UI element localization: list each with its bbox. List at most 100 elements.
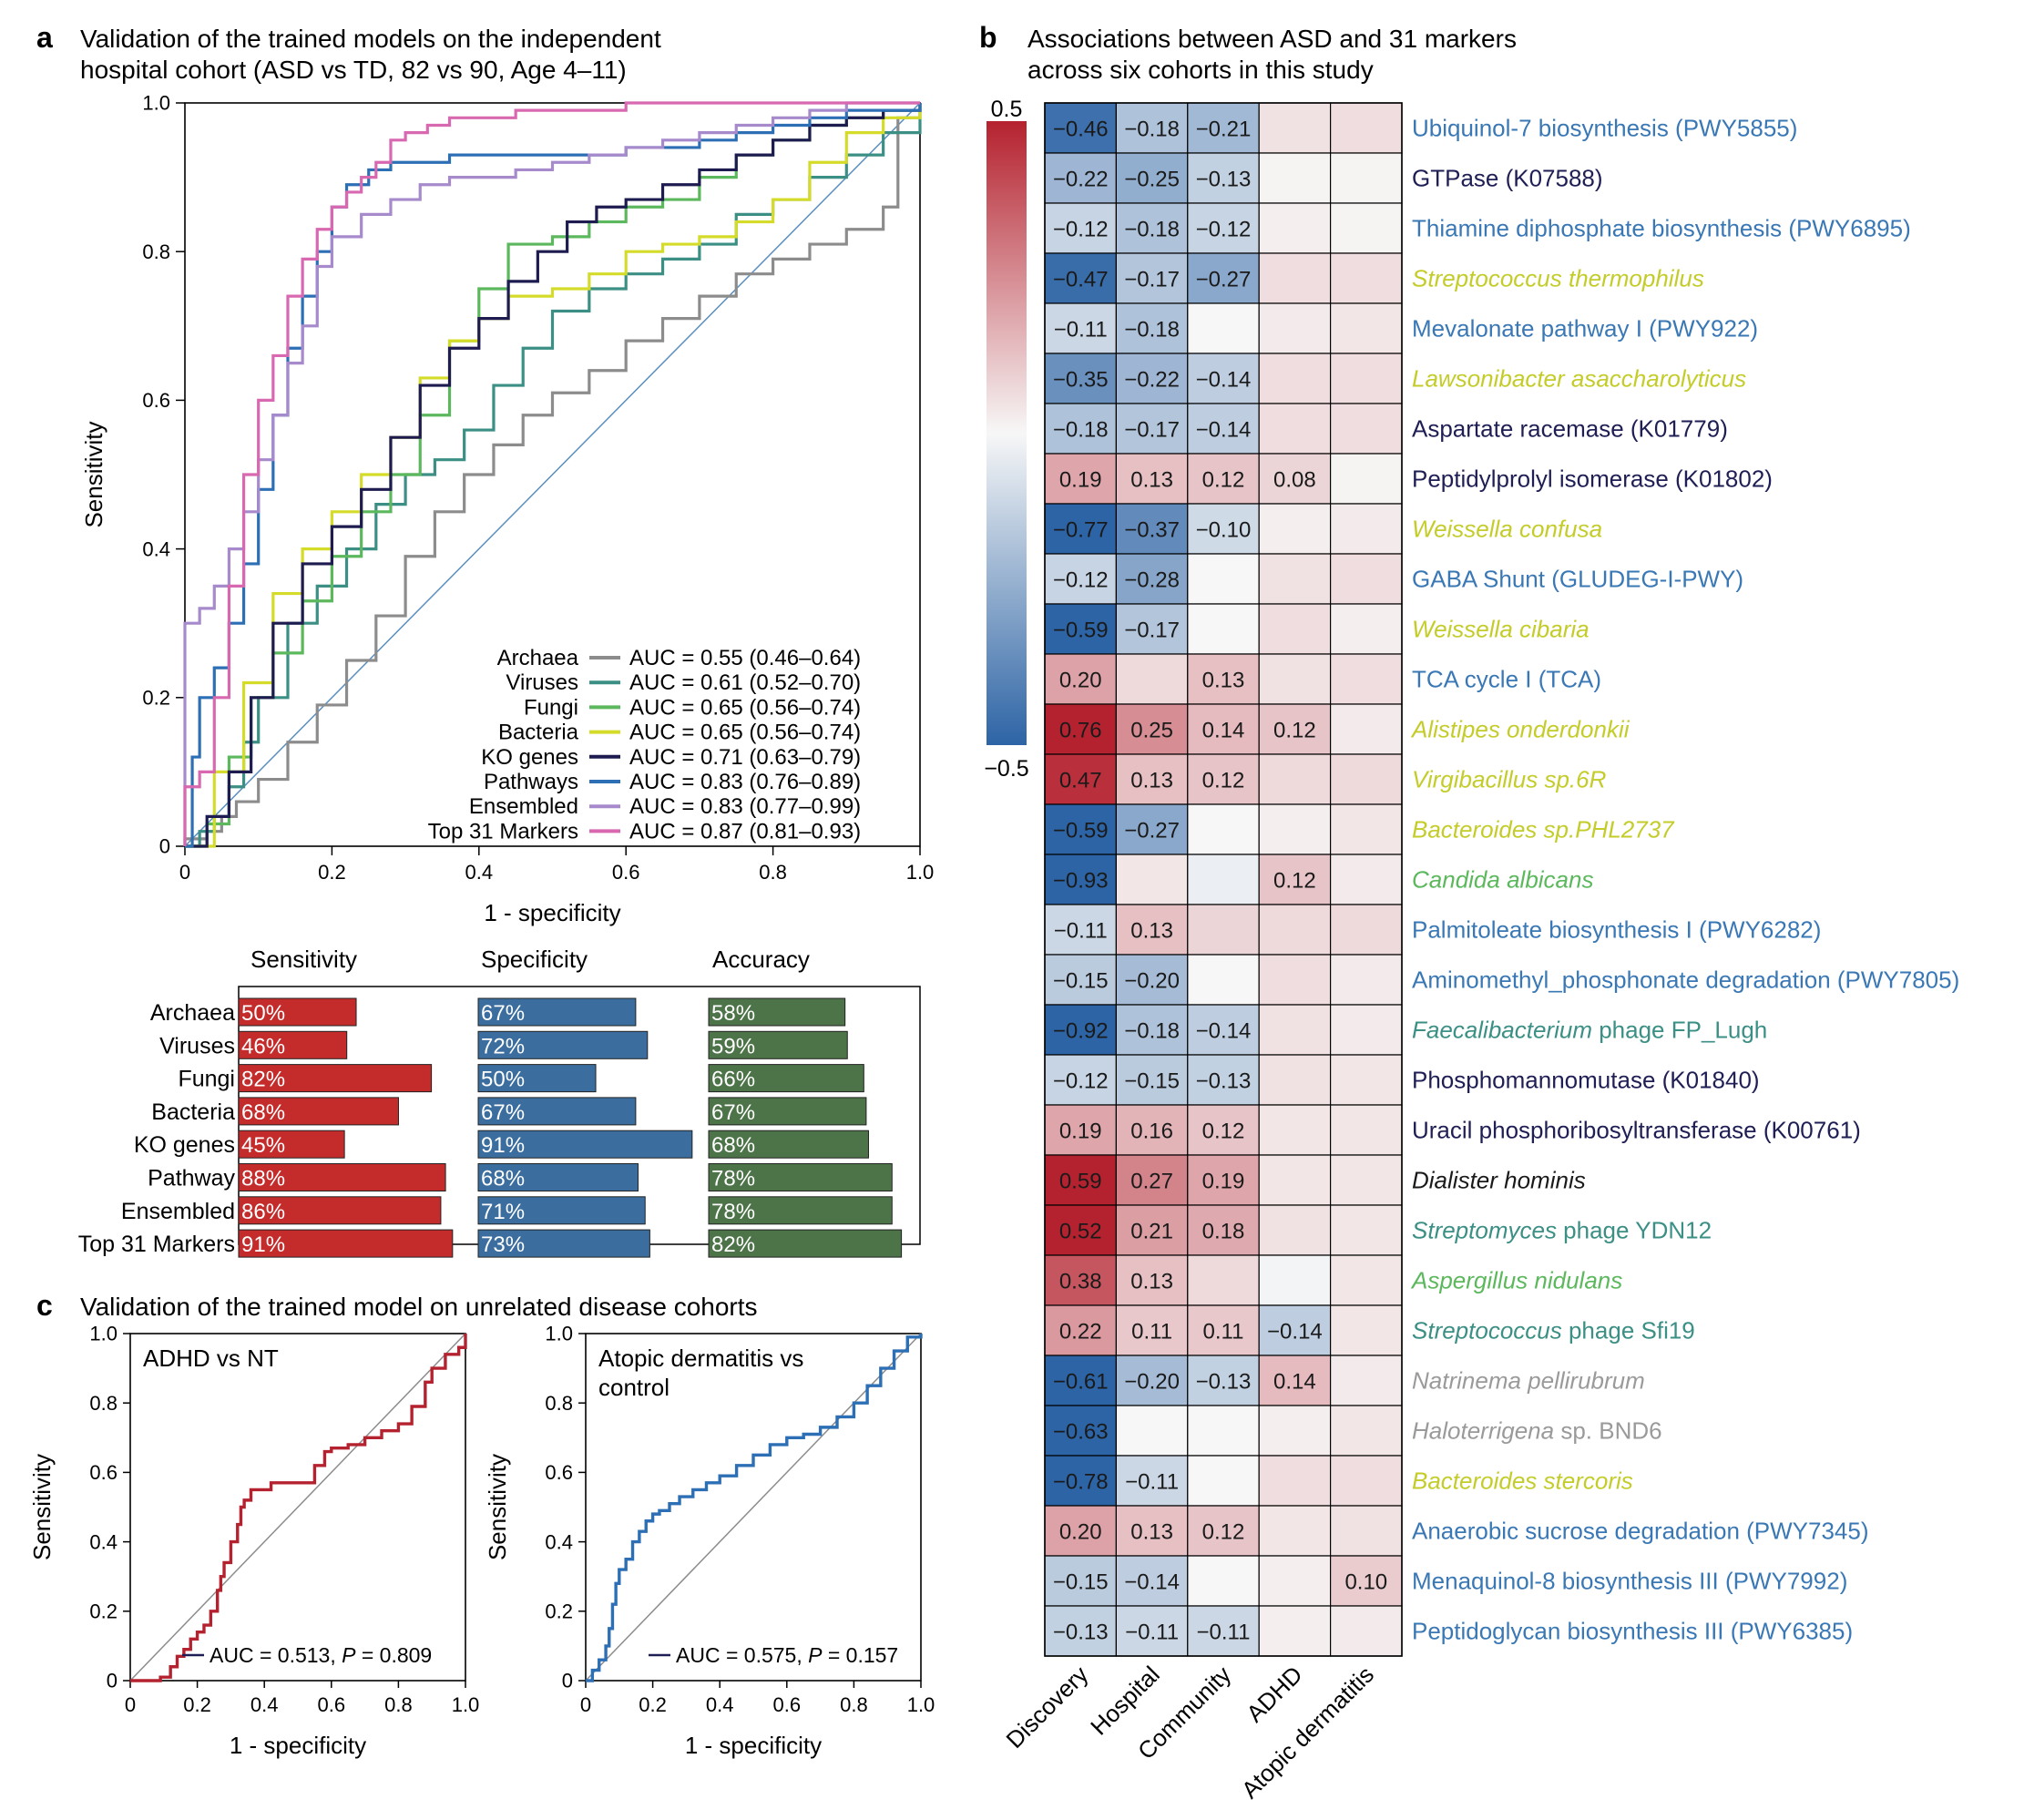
- heatmap-cell: [1329, 1104, 1403, 1156]
- legend-auc: AUC = 0.55 (0.46–0.64): [629, 646, 861, 670]
- x-tick-label: 1.0: [452, 1693, 480, 1716]
- heatmap-cell: [1258, 1605, 1332, 1657]
- heatmap-cell-value: −0.12: [1196, 218, 1252, 242]
- heatmap-cell: [1329, 553, 1403, 605]
- heatmap-cell-value: 0.12: [1202, 1120, 1245, 1144]
- legend-auc: AUC = 0.71 (0.63–0.79): [629, 745, 861, 770]
- x-axis-label: 1 - specificity: [484, 899, 620, 926]
- heatmap-row-label: Bacteroides stercoris: [1412, 1467, 1633, 1495]
- heatmap-cell: [1187, 1505, 1260, 1557]
- y-tick-label: 0: [562, 1670, 573, 1692]
- heatmap-cell: [1044, 1405, 1118, 1457]
- heatmap-cell-value: −0.17: [1124, 619, 1180, 643]
- y-tick-label: 0.4: [89, 1530, 118, 1553]
- x-tick-label: 1.0: [906, 861, 935, 884]
- colorbar-bar: [986, 121, 1027, 745]
- legend-auc: AUC = 0.83 (0.77–0.99): [629, 794, 861, 819]
- heatmap-cell: [1044, 1505, 1118, 1557]
- heatmap-cell: [1329, 1355, 1403, 1406]
- heatmap-cell-value: 0.19: [1059, 468, 1102, 493]
- heatmap-row-label: Aspartate racemase (K01779): [1412, 415, 1728, 443]
- heatmap-cell-value: −0.63: [1053, 1420, 1109, 1445]
- auc-text: AUC = 0.513,: [210, 1643, 342, 1667]
- metric-bar: [708, 997, 846, 1027]
- metric-bar: [477, 1130, 693, 1159]
- heatmap-cell: [1187, 202, 1260, 254]
- metric-bar: [477, 1196, 646, 1225]
- roc-line-pathways: [185, 103, 922, 848]
- bar-row-label: Top 31 Markers: [78, 1232, 235, 1257]
- heatmap-cell-value: −0.93: [1053, 869, 1109, 894]
- metric-bar-label: 91%: [241, 1232, 285, 1257]
- heatmap-row-label: Peptidylprolyl isomerase (K01802): [1412, 465, 1773, 493]
- heatmap-cell-value: −0.13: [1196, 1370, 1252, 1395]
- heatmap-cell-value: −0.14: [1196, 368, 1252, 393]
- x-tick-label: 0.6: [318, 1693, 346, 1716]
- heatmap-row-label: Thiamine diphosphate biosynthesis (PWY68…: [1412, 215, 1911, 242]
- bar-row-label: Archaea: [150, 1000, 235, 1026]
- bar-row-label: KO genes: [134, 1132, 235, 1158]
- y-tick-label: 0.6: [545, 1461, 573, 1484]
- x-tick-label: 0: [125, 1693, 136, 1716]
- heatmap-cell: [1115, 1104, 1189, 1156]
- heatmap-cell: [1187, 803, 1260, 855]
- panel-b-title-line1: Associations between ASD and 31 markers: [1027, 25, 1517, 53]
- metric-bar-label: 68%: [481, 1167, 525, 1191]
- metric-bar: [708, 1030, 848, 1059]
- panel-c-title: Validation of the trained model on unrel…: [80, 1293, 758, 1321]
- heatmap-cell: [1329, 403, 1403, 455]
- x-tick-label: 0.6: [773, 1693, 802, 1716]
- metric-bar-label: 66%: [711, 1068, 755, 1092]
- heatmap-cell: [1329, 1605, 1403, 1657]
- heatmap-cell-value: 0.20: [1059, 669, 1102, 693]
- heatmap-cell-value: −0.47: [1053, 268, 1109, 292]
- heatmap-cell: [1044, 1104, 1118, 1156]
- legend-name: KO genes: [481, 745, 578, 770]
- heatmap-cell-value: −0.20: [1124, 1370, 1180, 1395]
- heatmap-cell: [1258, 1304, 1332, 1356]
- y-tick-label: 1.0: [545, 1323, 573, 1345]
- heatmap-cell-value: −0.27: [1196, 268, 1252, 292]
- heatmap-cell: [1258, 1254, 1332, 1306]
- reference-diagonal: [129, 1333, 466, 1682]
- heatmap-row-label: Peptidoglycan biosynthesis III (PWY6385): [1412, 1618, 1853, 1645]
- legend-name: Ensembled: [469, 794, 578, 819]
- y-tick-label: 0: [107, 1670, 118, 1692]
- heatmap-cell: [1329, 152, 1403, 204]
- row-label-rest: phage YDN12: [1557, 1217, 1712, 1244]
- heatmap-cell: [1329, 102, 1403, 154]
- heatmap-cell-value: 0.13: [1130, 1270, 1173, 1294]
- metric-bar: [238, 1064, 433, 1093]
- heatmap-cell-value: 0.11: [1203, 1320, 1244, 1345]
- heatmap-cell: [1258, 703, 1332, 755]
- heatmap-cell: [1115, 1505, 1189, 1557]
- roc-curve-adhd: 00 0.2 0.2 0.4 0.4 0.6 0.6 0.8 0.8 1.0 1.0 1 - spec…: [28, 1323, 479, 1759]
- bar-row-label: Viruses: [159, 1033, 235, 1058]
- y-axis-label: Sensitivity: [484, 1454, 511, 1560]
- heatmap-cell-value: 0.16: [1130, 1120, 1173, 1144]
- heatmap-cell: [1044, 954, 1118, 1006]
- heatmap-cell-value: 0.13: [1130, 468, 1173, 493]
- heatmap-cell: [1115, 703, 1189, 755]
- heatmap-cell: [1329, 904, 1403, 956]
- metric-bar-label: 88%: [241, 1167, 285, 1191]
- roc-line: [130, 1334, 467, 1682]
- heatmap-cell: [1329, 603, 1403, 655]
- heatmap-cell: [1187, 1605, 1260, 1657]
- heatmap-row-label: Faecalibacterium phage FP_Lugh: [1412, 1017, 1767, 1044]
- heatmap-cell: [1258, 1104, 1332, 1156]
- heatmap-cell: [1044, 503, 1118, 555]
- x-tick-label: 0.2: [183, 1693, 211, 1716]
- bar-row-label: Bacteria: [151, 1099, 235, 1125]
- heatmap-cell: [1329, 954, 1403, 1006]
- reference-diagonal: [184, 102, 921, 847]
- heatmap-cell: [1329, 854, 1403, 905]
- x-tick-label: 0.8: [840, 1693, 868, 1716]
- y-tick-label: 0: [159, 835, 170, 858]
- metric-bar: [708, 1229, 903, 1258]
- legend-auc: AUC = 0.83 (0.76–0.89): [629, 770, 861, 794]
- heatmap-cell-value: −0.13: [1053, 1621, 1109, 1645]
- metric-bar: [238, 1030, 348, 1059]
- metric-bar-label: 46%: [241, 1034, 285, 1058]
